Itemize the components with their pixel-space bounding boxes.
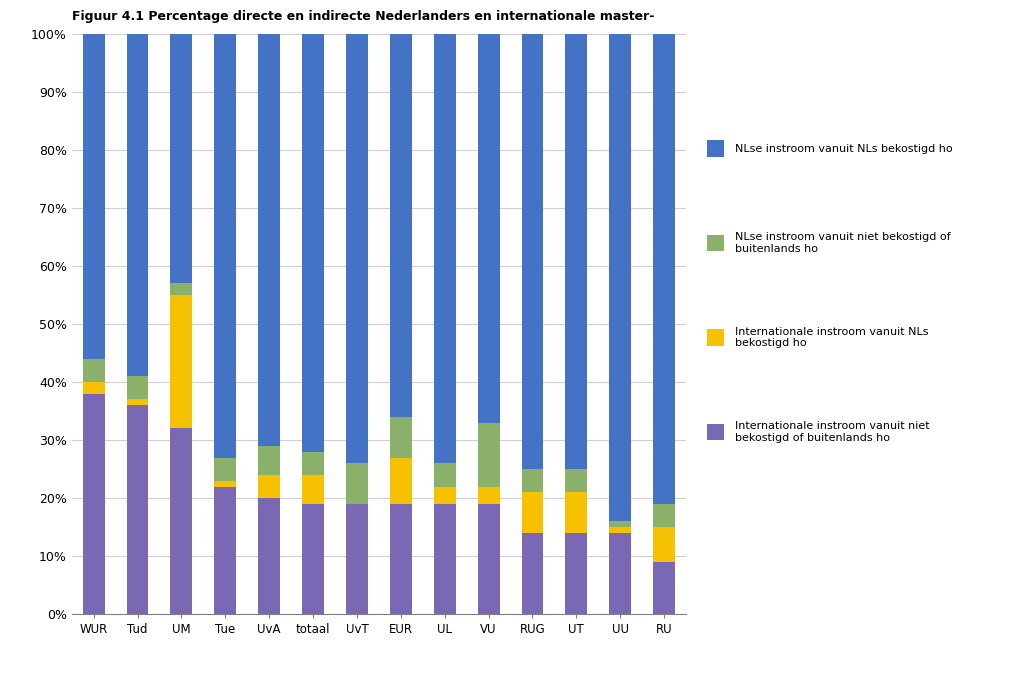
Bar bbox=[127, 400, 148, 405]
Bar bbox=[521, 34, 544, 469]
Bar bbox=[565, 469, 588, 492]
Bar bbox=[565, 34, 588, 469]
Bar bbox=[83, 382, 104, 394]
Bar bbox=[653, 504, 675, 527]
Bar bbox=[302, 475, 324, 504]
Bar bbox=[302, 34, 324, 452]
Bar bbox=[609, 527, 631, 533]
Bar bbox=[83, 359, 104, 382]
Bar bbox=[390, 504, 412, 614]
Bar bbox=[302, 452, 324, 475]
Bar bbox=[258, 34, 281, 446]
Bar bbox=[346, 34, 368, 463]
Bar bbox=[127, 34, 148, 376]
Bar bbox=[390, 458, 412, 504]
Bar bbox=[653, 562, 675, 614]
Bar bbox=[170, 284, 193, 295]
Bar bbox=[302, 504, 324, 614]
Bar bbox=[170, 34, 193, 284]
Bar bbox=[434, 504, 456, 614]
Bar bbox=[83, 394, 104, 614]
Bar bbox=[258, 498, 281, 614]
Bar bbox=[127, 405, 148, 614]
Bar bbox=[477, 487, 500, 504]
Bar bbox=[521, 469, 544, 492]
Bar bbox=[434, 34, 456, 463]
Bar bbox=[346, 504, 368, 614]
Text: Internationale instroom vanuit NLs
bekostigd ho: Internationale instroom vanuit NLs bekos… bbox=[734, 327, 928, 348]
Bar bbox=[477, 504, 500, 614]
Bar bbox=[609, 521, 631, 527]
Bar bbox=[653, 527, 675, 562]
Bar bbox=[170, 429, 193, 614]
Bar bbox=[214, 481, 237, 487]
Bar bbox=[477, 34, 500, 423]
Bar bbox=[653, 34, 675, 504]
Bar bbox=[565, 492, 588, 533]
Bar bbox=[170, 295, 193, 429]
Bar bbox=[214, 487, 237, 614]
Text: Internationale instroom vanuit niet
bekostigd of buitenlands ho: Internationale instroom vanuit niet beko… bbox=[734, 421, 930, 443]
Bar bbox=[390, 417, 412, 458]
Bar bbox=[609, 533, 631, 614]
Bar bbox=[127, 376, 148, 400]
Text: NLse instroom vanuit niet bekostigd of
buitenlands ho: NLse instroom vanuit niet bekostigd of b… bbox=[734, 232, 950, 254]
Bar bbox=[609, 34, 631, 521]
Bar bbox=[521, 533, 544, 614]
Text: NLse instroom vanuit NLs bekostigd ho: NLse instroom vanuit NLs bekostigd ho bbox=[734, 144, 952, 153]
Bar bbox=[214, 34, 237, 458]
Text: Figuur 4.1 Percentage directe en indirecte Nederlanders en internationale master: Figuur 4.1 Percentage directe en indirec… bbox=[72, 10, 654, 23]
Bar bbox=[434, 487, 456, 504]
Bar bbox=[214, 458, 237, 481]
Bar bbox=[565, 533, 588, 614]
Bar bbox=[477, 423, 500, 487]
Bar bbox=[346, 463, 368, 504]
Bar bbox=[258, 475, 281, 498]
Bar bbox=[83, 34, 104, 359]
Bar bbox=[390, 34, 412, 417]
Bar bbox=[434, 463, 456, 487]
Bar bbox=[258, 446, 281, 475]
Bar bbox=[521, 492, 544, 533]
